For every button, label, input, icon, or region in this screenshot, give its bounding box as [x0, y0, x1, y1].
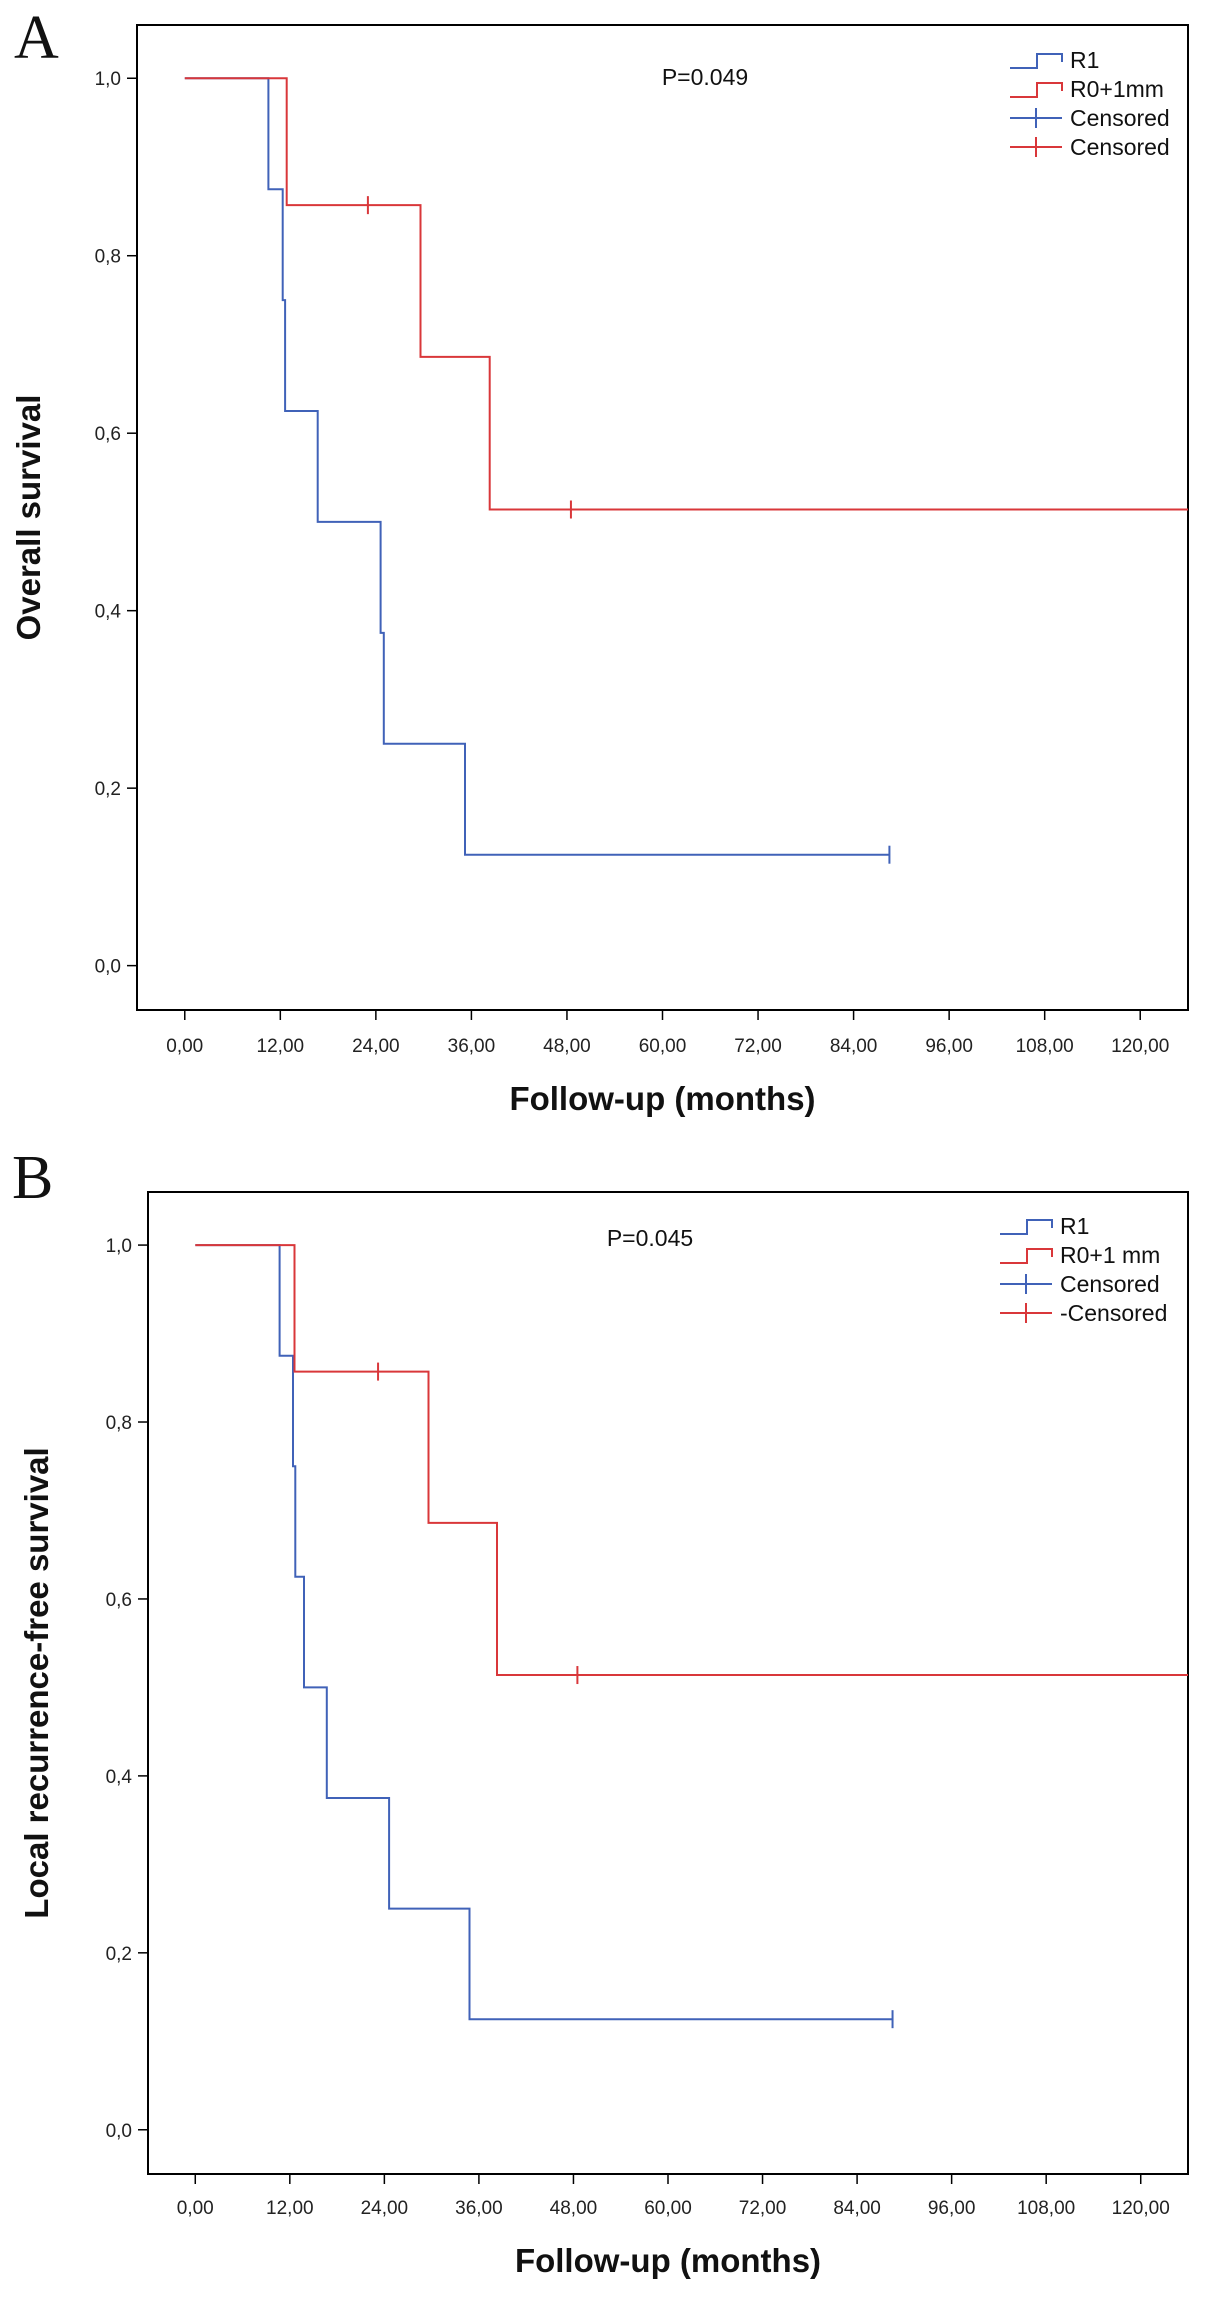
x-tick-label: 96,00 [928, 2198, 976, 2219]
x-tick-label: 72,00 [739, 2198, 787, 2219]
x-tick-label: 36,00 [448, 1036, 496, 1057]
x-tick-label: 48,00 [543, 1036, 591, 1057]
plot-area [195, 1244, 1188, 2029]
series-line-r0+1mm [184, 77, 1188, 511]
legend: R1 R0+1mm Censored Censored [1010, 47, 1170, 160]
legend-label: R0+1mm [1070, 76, 1164, 102]
y-axis-title: Overall survival [10, 395, 47, 641]
x-tick-label: 84,00 [830, 1036, 878, 1057]
x-tick-label: 96,00 [925, 1036, 973, 1057]
legend-label: Censored [1070, 105, 1170, 131]
p-value-annotation: P=0.049 [662, 64, 748, 90]
x-tick-label: 84,00 [833, 2198, 881, 2219]
x-tick-label: 0,00 [166, 1036, 203, 1057]
panel-label: A [14, 4, 59, 72]
x-tick-label: 24,00 [352, 1036, 400, 1057]
y-tick-label: 0,6 [95, 424, 121, 445]
x-tick-label: 12,00 [266, 2198, 314, 2219]
legend: R1 R0+1 mm Censored -Censored [1000, 1213, 1167, 1326]
x-tick-label: 120,00 [1111, 1036, 1169, 1057]
x-tick-label: 120,00 [1112, 2198, 1170, 2219]
x-tick-label: 72,00 [734, 1036, 782, 1057]
legend-label: Censored [1060, 1271, 1160, 1297]
x-axis-title: Follow-up (months) [509, 1080, 815, 1117]
x-tick-label: 12,00 [257, 1036, 305, 1057]
legend-label: -Censored [1060, 1300, 1167, 1326]
series-line-r1 [184, 77, 890, 856]
p-value-annotation: P=0.045 [607, 1225, 693, 1251]
series-line-r0+1mm [195, 1244, 1188, 1676]
y-tick-label: 0,2 [95, 779, 121, 800]
x-axis-title: Follow-up (months) [515, 2242, 821, 2279]
y-tick-label: 0,8 [106, 1413, 132, 1434]
y-tick-label: 1,0 [106, 1236, 132, 1257]
legend-step-swatch [1010, 53, 1063, 69]
x-tick-label: 24,00 [361, 2198, 409, 2219]
y-tick-label: 0,6 [106, 1590, 132, 1611]
y-tick-label: 0,4 [95, 602, 122, 623]
x-tick-label: 48,00 [550, 2198, 598, 2219]
y-axis-title: Local recurrence-free survival [18, 1447, 55, 1918]
legend-label: Censored [1070, 134, 1170, 160]
y-tick-label: 1,0 [95, 69, 121, 90]
plot-area [184, 77, 1188, 864]
x-tick-label: 0,00 [177, 2198, 214, 2219]
x-tick-label: 108,00 [1017, 2198, 1075, 2219]
x-tick-label: 60,00 [644, 2198, 692, 2219]
y-tick-label: 0,0 [95, 957, 121, 978]
legend-step-swatch [1010, 82, 1063, 98]
y-tick-label: 0,0 [106, 2121, 132, 2142]
legend-label: R1 [1070, 47, 1099, 73]
chart-panel-b: B 0,0 0,2 0,4 0,6 0,8 1,0 0,00 12,00 24,00 36,00 48… [12, 1144, 1189, 2279]
y-tick-label: 0,8 [95, 247, 121, 268]
panel-label: B [12, 1144, 53, 1212]
y-tick-label: 0,4 [106, 1767, 133, 1788]
x-tick-label: 36,00 [455, 2198, 503, 2219]
legend-step-swatch [1000, 1248, 1053, 1264]
plot-frame [136, 24, 1189, 1011]
legend-step-swatch [1000, 1219, 1053, 1235]
legend-label: R1 [1060, 1213, 1089, 1239]
x-tick-label: 108,00 [1016, 1036, 1074, 1057]
series-line-r1 [195, 1244, 893, 2021]
x-tick-label: 60,00 [639, 1036, 687, 1057]
y-tick-label: 0,2 [106, 1944, 132, 1965]
legend-label: R0+1 mm [1060, 1242, 1160, 1268]
chart-panel-a: A 0,0 0,2 0,4 0,6 0,8 1,0 0,00 12,00 24,00 36,00 48… [10, 4, 1189, 1117]
